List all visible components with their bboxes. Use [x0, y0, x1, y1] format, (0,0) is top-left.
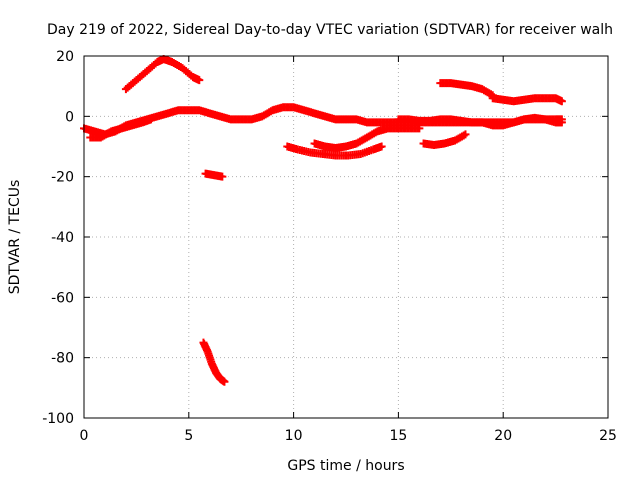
data-point	[195, 76, 204, 85]
y-tick-label: 0	[65, 109, 74, 125]
data-point	[147, 115, 156, 124]
series-arc-6	[283, 142, 386, 160]
series-arc-10	[488, 94, 566, 106]
x-tick-label: 10	[285, 428, 303, 444]
data-point	[415, 124, 424, 133]
x-tick-label: 15	[389, 428, 407, 444]
y-tick-label: -100	[42, 411, 74, 427]
x-axis: 0 5 10 15 20 25	[80, 56, 617, 444]
series-arc-4	[201, 169, 227, 181]
series-arc-5	[199, 338, 229, 386]
series-arc-9	[436, 79, 497, 100]
series-arc-2	[86, 115, 156, 142]
series-arc-3	[121, 55, 204, 94]
data-point	[461, 130, 470, 139]
data-point	[557, 118, 566, 127]
series-arc-7	[310, 124, 424, 153]
chart-title: Day 219 of 2022, Sidereal Day-to-day VTE…	[47, 22, 613, 38]
data-point	[218, 172, 227, 181]
x-tick-label: 5	[184, 428, 193, 444]
x-tick-label: 25	[599, 428, 617, 444]
y-tick-label: -60	[51, 290, 74, 306]
y-axis-title: SDTVAR / TECUs	[7, 180, 23, 295]
y-tick-label: 20	[56, 49, 74, 65]
data-point	[377, 142, 386, 151]
x-axis-title: GPS time / hours	[287, 458, 404, 474]
data-point	[220, 377, 229, 386]
y-axis: -100 -80 -60 -40 -20 0 20	[42, 49, 608, 427]
data-point	[557, 97, 566, 106]
series-arc-11	[394, 113, 566, 130]
series-arc-8	[419, 130, 470, 149]
y-tick-label: -20	[51, 170, 74, 186]
x-tick-label: 20	[494, 428, 512, 444]
data-series	[80, 55, 566, 386]
y-tick-label: -80	[51, 351, 74, 367]
grid-lines	[84, 56, 608, 418]
y-tick-label: -40	[51, 230, 74, 246]
x-tick-label: 0	[80, 428, 89, 444]
